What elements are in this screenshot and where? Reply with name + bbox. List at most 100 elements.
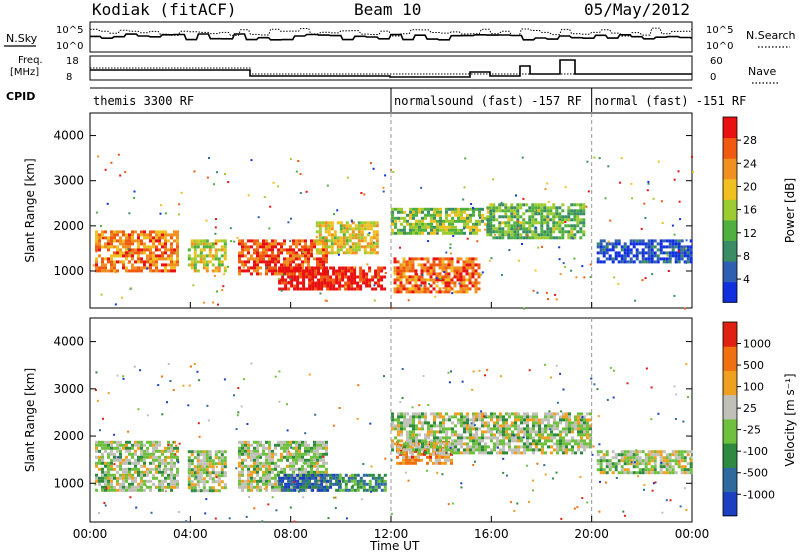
- heatmap-cell: [140, 452, 143, 456]
- heatmap-cell: [342, 236, 346, 240]
- heatmap-cell: [176, 455, 179, 459]
- heatmap-cell: [268, 269, 271, 273]
- heatmap-cell: [438, 257, 442, 261]
- heatmap-cell: [484, 412, 487, 416]
- heatmap-cell: [430, 213, 433, 217]
- heatmap-cell: [469, 451, 472, 455]
- heatmap-cell: [350, 485, 354, 489]
- heatmap-cell: [659, 456, 663, 460]
- heatmap-cell: [208, 486, 212, 490]
- heatmap-cell: [128, 239, 131, 243]
- heatmap-cell: [478, 418, 481, 422]
- heatmap-cell: [680, 257, 684, 261]
- heatmap-cell: [374, 488, 378, 492]
- heatmap-cell: [125, 239, 128, 243]
- heatmap-cell: [492, 203, 496, 207]
- heatmap-cell: [489, 233, 493, 237]
- heatmap-cell: [662, 251, 666, 255]
- heatmap-cell: [196, 453, 200, 457]
- heatmap-cell: [374, 476, 378, 480]
- colorbar-swatch: [723, 467, 737, 493]
- heatmap-scatter-cell: [208, 157, 210, 159]
- heatmap-scatter-cell: [445, 451, 448, 454]
- heatmap-scatter-cell: [516, 220, 519, 223]
- heatmap-cell: [208, 462, 212, 466]
- heatmap-scatter-cell: [235, 428, 238, 431]
- heatmap-cell: [555, 209, 559, 213]
- heatmap-scatter-cell: [591, 453, 594, 456]
- heatmap-cell: [644, 242, 648, 246]
- heatmap-cell: [289, 263, 292, 267]
- heatmap-scatter-cell: [390, 512, 393, 515]
- heatmap-scatter-cell: [319, 292, 322, 295]
- heatmap-cell: [426, 257, 430, 261]
- heatmap-cell: [478, 451, 481, 455]
- heatmap-cell: [295, 251, 298, 255]
- heatmap-cell: [441, 275, 445, 279]
- heatmap-cell: [573, 227, 577, 231]
- heatmap-cell: [350, 275, 354, 279]
- heatmap-cell: [122, 488, 125, 492]
- heatmap-cell: [283, 239, 286, 243]
- heatmap-cell: [104, 269, 107, 273]
- heatmap-cell: [397, 424, 400, 428]
- heatmap-cell: [576, 218, 580, 222]
- heatmap-cell: [265, 470, 268, 474]
- heatmap-cell: [170, 473, 173, 477]
- heatmap-cell: [677, 239, 681, 243]
- nave-tick-top: 60: [710, 56, 723, 67]
- heatmap-cell: [167, 467, 170, 471]
- heatmap-scatter-cell: [193, 363, 196, 365]
- heatmap-cell: [439, 207, 442, 211]
- heatmap-cell: [457, 207, 460, 211]
- heatmap-cell: [161, 461, 164, 465]
- heatmap-cell: [532, 448, 535, 452]
- heatmap-cell: [541, 451, 544, 455]
- heatmap-cell: [323, 284, 327, 288]
- heatmap-cell: [211, 254, 215, 258]
- heatmap-cell: [638, 251, 642, 255]
- heatmap-cell: [608, 254, 612, 258]
- heatmap-cell: [289, 467, 292, 471]
- heatmap-cell: [465, 287, 469, 291]
- heatmap-cell: [647, 453, 651, 457]
- heatmap-cell: [421, 415, 424, 419]
- heatmap-cell: [187, 480, 191, 484]
- heatmap-cell: [250, 452, 253, 456]
- heatmap-cell: [511, 451, 514, 455]
- heatmap-cell: [520, 436, 523, 440]
- colorbar-swatch: [723, 370, 737, 396]
- heatmap-scatter-cell: [466, 237, 469, 240]
- heatmap-cell: [143, 263, 146, 267]
- heatmap-cell: [680, 468, 684, 472]
- heatmap-scatter-cell: [286, 429, 289, 432]
- heatmap-cell: [113, 254, 116, 258]
- heatmap-scatter-cell: [240, 405, 243, 408]
- heatmap-cell: [289, 260, 292, 264]
- heatmap-cell: [134, 488, 137, 492]
- heatmap-cell: [305, 485, 309, 489]
- heatmap-cell: [611, 465, 615, 469]
- heatmap-scatter-cell: [661, 222, 664, 224]
- heatmap-cell: [457, 439, 460, 443]
- heatmap-cell: [439, 213, 442, 217]
- heatmap-cell: [555, 224, 559, 228]
- heatmap-cell: [122, 485, 125, 489]
- heatmap-cell: [344, 269, 348, 273]
- heatmap-cell: [116, 443, 119, 447]
- colorbar-swatch: [723, 178, 737, 200]
- heatmap-cell: [602, 245, 606, 249]
- heatmap-cell: [281, 269, 285, 273]
- heatmap-cell: [647, 251, 651, 255]
- heatmap-cell: [546, 212, 550, 216]
- heatmap-cell: [368, 278, 372, 282]
- heatmap-cell: [391, 445, 394, 449]
- heatmap-cell: [262, 239, 265, 243]
- heatmap-cell: [402, 287, 406, 291]
- heatmap-cell: [528, 224, 532, 228]
- heatmap-cell: [647, 245, 651, 249]
- heatmap-cell: [137, 233, 140, 237]
- heatmap-cell: [462, 260, 466, 264]
- heatmap-cell: [454, 231, 457, 235]
- heatmap-cell: [375, 221, 379, 225]
